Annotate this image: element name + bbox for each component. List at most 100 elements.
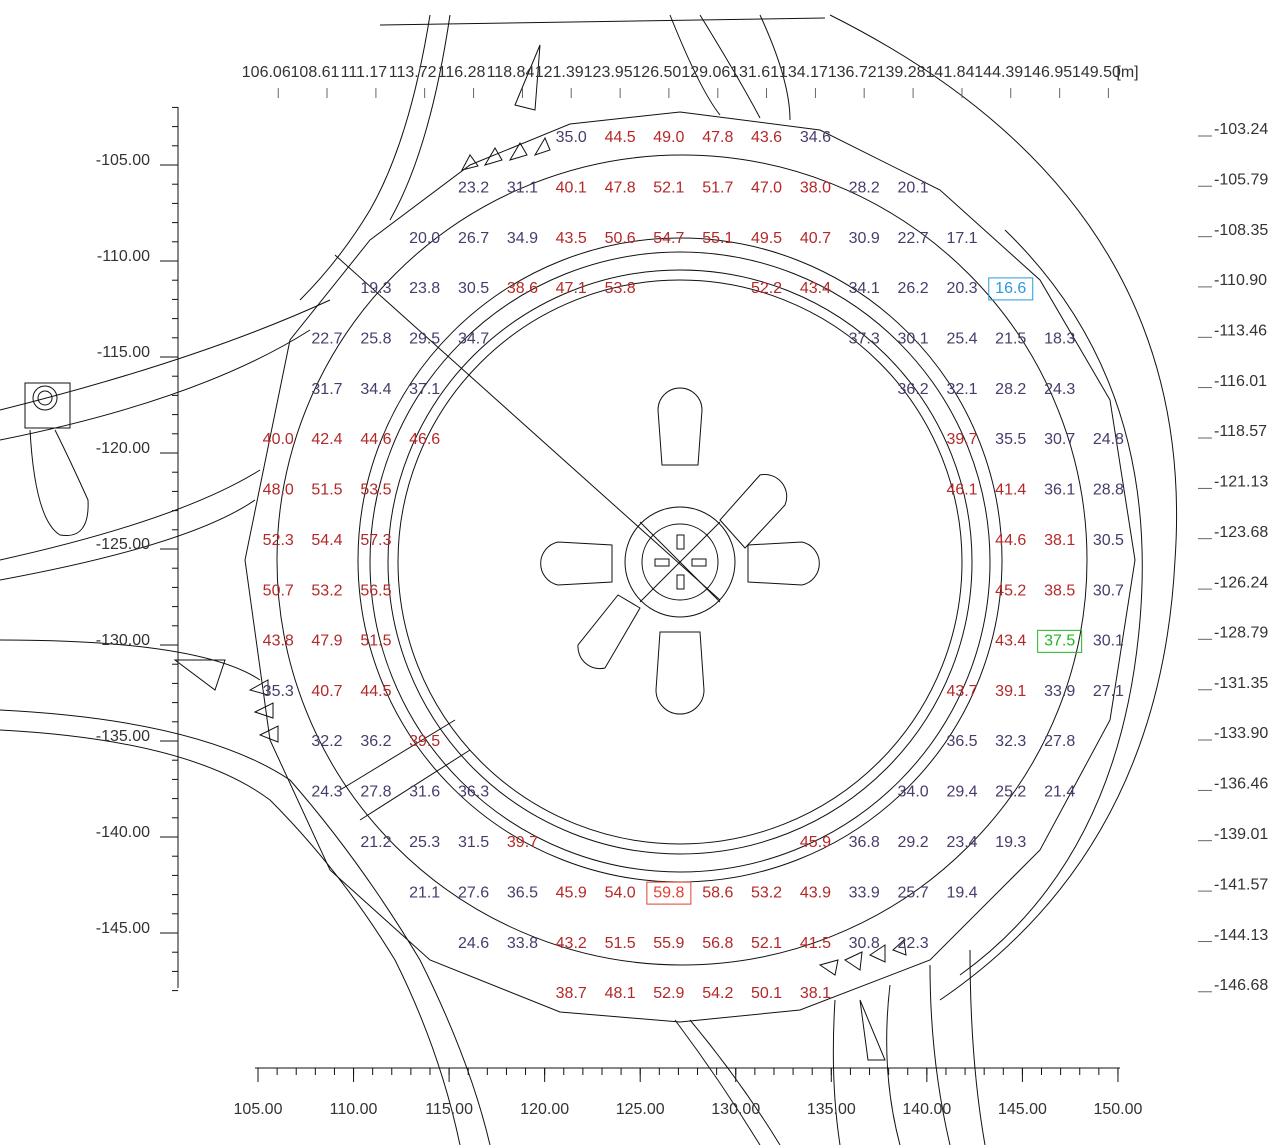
illuminance-value: 40.1 [556, 179, 587, 196]
illuminance-value: 41.4 [995, 482, 1026, 499]
illuminance-value: 29.4 [946, 784, 977, 801]
illuminance-value: 27.1 [1093, 683, 1124, 700]
illuminance-value: 54.0 [605, 884, 636, 901]
illuminance-value: 54.7 [653, 230, 684, 247]
illuminance-value: 38.7 [556, 985, 587, 1002]
left-tick-label: -115.00 [97, 344, 150, 361]
illuminance-value: 59.8 [653, 884, 684, 901]
illuminance-value: 50.7 [263, 582, 294, 599]
illuminance-value: 28.8 [1093, 482, 1124, 499]
value-box [988, 277, 1034, 301]
illuminance-value: 24.6 [458, 935, 489, 952]
illuminance-value: 35.0 [556, 129, 587, 146]
illuminance-value: 31.7 [311, 381, 342, 398]
left-tick-label: -140.00 [96, 824, 150, 841]
right-tick-label: -110.90 [1214, 272, 1267, 289]
illuminance-value: 33.9 [1044, 683, 1075, 700]
bottom-tick-label: 145.00 [998, 1101, 1047, 1118]
illuminance-value: 30.8 [849, 935, 880, 952]
bottom-tick-label: 105.00 [234, 1101, 283, 1118]
illuminance-value: 27.8 [360, 784, 391, 801]
right-tick-label: -146.68 [1214, 977, 1268, 994]
illuminance-value: 23.8 [409, 280, 440, 297]
illuminance-value: 24.3 [311, 784, 342, 801]
illuminance-value: 36.5 [507, 884, 538, 901]
illuminance-value: 30.1 [898, 331, 929, 348]
illuminance-value: 21.1 [409, 884, 440, 901]
illuminance-value: 25.7 [898, 884, 929, 901]
right-tick-label: -131.35 [1214, 675, 1268, 692]
illuminance-value: 28.2 [995, 381, 1026, 398]
illuminance-value: 39.7 [946, 431, 977, 448]
illuminance-value: 43.7 [946, 683, 977, 700]
right-tick-label: -128.79 [1214, 625, 1268, 642]
illuminance-value: 20.1 [898, 179, 929, 196]
bottom-tick-label: 110.00 [330, 1101, 378, 1118]
illuminance-value: 37.3 [849, 331, 880, 348]
illuminance-value: 45.9 [800, 834, 831, 851]
illuminance-value: 43.9 [800, 884, 831, 901]
illuminance-value: 36.5 [946, 733, 977, 750]
illuminance-value: 21.5 [995, 331, 1026, 348]
bottom-tick-label: 115.00 [425, 1101, 473, 1118]
illuminance-value: 29.5 [409, 331, 440, 348]
illuminance-value: 31.5 [458, 834, 489, 851]
illuminance-value: 38.1 [800, 985, 831, 1002]
illuminance-value: 26.2 [898, 280, 929, 297]
right-tick-label: -113.46 [1214, 323, 1267, 340]
illuminance-value: 49.5 [751, 230, 782, 247]
top-tick-label: 141.84 [926, 64, 975, 81]
top-tick-label: 131.61 [730, 64, 779, 81]
illuminance-value: 49.0 [653, 129, 684, 146]
illuminance-value: 52.1 [653, 179, 684, 196]
illuminance-value: 29.2 [898, 834, 929, 851]
top-tick-label: 136.72 [828, 64, 877, 81]
illuminance-value: 34.1 [849, 280, 880, 297]
illuminance-value: 26.7 [458, 230, 489, 247]
top-tick-label: 106.06 [242, 64, 291, 81]
illuminance-value: 50.6 [605, 230, 636, 247]
illuminance-value: 53.5 [360, 482, 391, 499]
illuminance-value: 34.9 [507, 230, 538, 247]
illuminance-value: 34.4 [360, 381, 391, 398]
illuminance-value: 53.8 [605, 280, 636, 297]
illuminance-value: 36.2 [360, 733, 391, 750]
top-tick-label: 111.17 [341, 64, 388, 81]
illuminance-value: 40.7 [800, 230, 831, 247]
illuminance-value: 24.3 [1044, 381, 1075, 398]
illuminance-value: 30.5 [1093, 532, 1124, 549]
illuminance-value: 33.8 [507, 935, 538, 952]
illuminance-value: 25.4 [946, 331, 977, 348]
top-tick-label: 118.84 [487, 64, 535, 81]
illuminance-value: 43.2 [556, 935, 587, 952]
illuminance-value: 38.0 [800, 179, 831, 196]
illuminance-value: 46.1 [946, 482, 977, 499]
right-tick-label: -126.24 [1214, 574, 1268, 591]
illuminance-value: 56.5 [360, 582, 391, 599]
right-tick-label: -133.90 [1214, 725, 1268, 742]
illuminance-value: 30.7 [1093, 582, 1124, 599]
illuminance-value: 47.8 [702, 129, 733, 146]
right-tick-label: -136.46 [1214, 776, 1268, 793]
illuminance-value: 37.5 [1044, 633, 1075, 650]
illuminance-value: 43.4 [800, 280, 831, 297]
right-tick-label: -141.57 [1214, 876, 1268, 893]
illuminance-value: 23.2 [458, 179, 489, 196]
top-tick-label: 149.50 [1072, 64, 1121, 81]
illuminance-value: 52.9 [653, 985, 684, 1002]
top-tick-label: 113.72 [389, 64, 437, 81]
illuminance-value: 21.2 [360, 834, 391, 851]
illuminance-value: 51.5 [311, 482, 342, 499]
illuminance-value: 31.6 [409, 784, 440, 801]
illuminance-value: 31.1 [507, 179, 538, 196]
illuminance-value: 34.7 [458, 331, 489, 348]
illuminance-value: 40.0 [263, 431, 294, 448]
illuminance-value: 41.5 [800, 935, 831, 952]
illuminance-value: 18.3 [1044, 331, 1075, 348]
illuminance-value: 28.2 [849, 179, 880, 196]
right-tick-label: -139.01 [1214, 826, 1268, 843]
top-tick-label: 116.28 [438, 64, 486, 81]
illuminance-value: 27.6 [458, 884, 489, 901]
unit-label: [m] [1116, 64, 1138, 81]
